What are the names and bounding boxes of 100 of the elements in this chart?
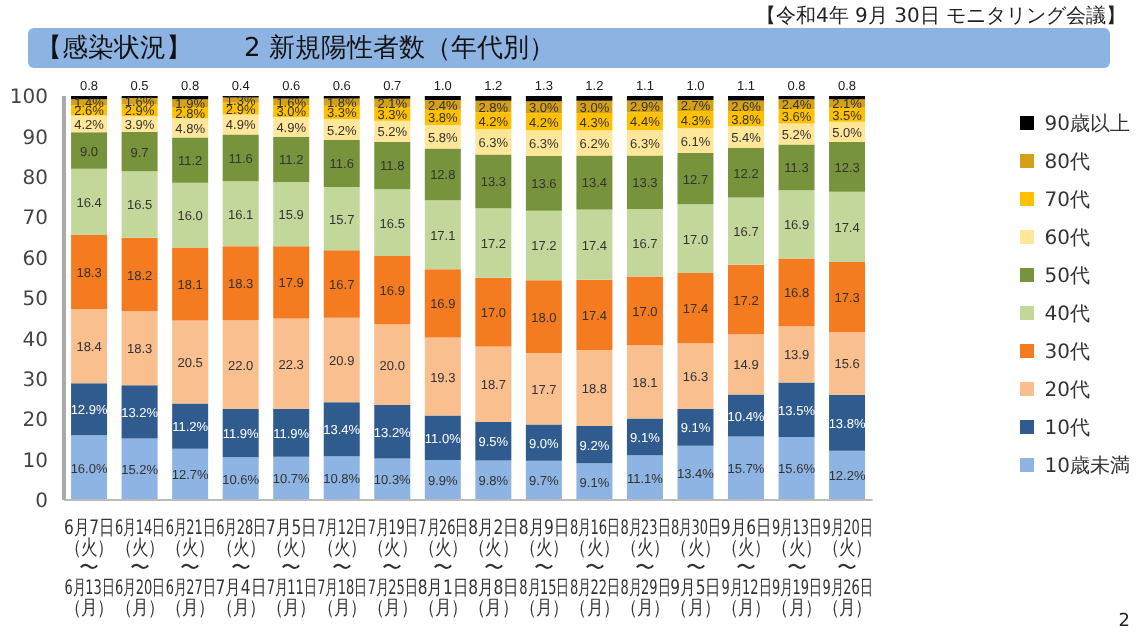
bar	[829, 142, 866, 192]
bar	[525, 352, 562, 425]
bar	[172, 182, 209, 248]
bar	[71, 383, 108, 436]
bar	[374, 255, 411, 325]
legend-label: 90歳以上	[1044, 111, 1130, 137]
x-tick-label: 6月21日（火）〜6月27日（月）	[165, 515, 216, 621]
bar	[222, 134, 259, 182]
bar	[424, 148, 461, 201]
bar	[71, 308, 108, 384]
y-tick-label: 100	[9, 87, 48, 110]
x-tick-label: 9月13日（火）〜9月19日（月）	[772, 515, 822, 621]
bar	[71, 234, 108, 309]
chart-title: 【感染状況】 2 新規陽性者数（年代別）	[36, 32, 555, 66]
bar	[323, 402, 360, 457]
bar	[475, 346, 512, 423]
bar	[728, 436, 765, 500]
bar	[626, 155, 663, 210]
legend-label: 10代	[1044, 415, 1090, 441]
bar	[71, 435, 108, 500]
legend-label: 70代	[1044, 187, 1090, 213]
bar	[172, 403, 209, 449]
bar	[121, 131, 158, 172]
bar	[323, 140, 360, 187]
text: 【令和4年 9月 30日 モニタリング会議】	[756, 3, 1126, 30]
bar	[222, 320, 259, 410]
bar	[374, 141, 411, 190]
legend-label: 40代	[1044, 301, 1090, 327]
y-tick-label: 0	[35, 491, 48, 514]
bar	[424, 269, 461, 338]
bar	[626, 276, 663, 346]
bar	[778, 382, 815, 437]
x-tick-label: 8月30日（火）〜9月5日（月）	[670, 515, 722, 621]
bar	[222, 246, 259, 321]
bar	[626, 209, 663, 277]
bar	[273, 246, 310, 319]
bar	[728, 264, 765, 335]
bar	[424, 200, 461, 270]
text: 2	[1118, 612, 1130, 632]
bar	[829, 394, 866, 451]
bar	[778, 258, 815, 327]
bar	[222, 409, 259, 458]
bar	[273, 408, 310, 457]
bar	[677, 152, 714, 205]
legend-label: 60代	[1044, 225, 1090, 251]
bar	[374, 324, 411, 406]
x-tick-label: 7月5日（火）〜7月11日（月）	[266, 518, 317, 621]
bar	[121, 171, 158, 238]
bar	[576, 350, 613, 427]
x-tick-label: 8月9日（火）〜8月15日（月）	[518, 518, 570, 621]
legend-label: 10歳未満	[1044, 453, 1130, 479]
y-tick-label: 50	[22, 289, 48, 312]
bar	[677, 343, 714, 410]
bar	[778, 144, 815, 191]
bar	[273, 318, 310, 409]
bar	[172, 137, 209, 183]
x-tick-label: 9月6日（火）〜9月12日（月）	[720, 518, 772, 621]
bar	[475, 154, 512, 209]
y-tick-label: 90	[22, 127, 48, 150]
bar	[778, 326, 815, 383]
x-tick-label: 8月23日（火）〜8月29日（月）	[620, 515, 670, 621]
bar	[525, 280, 562, 353]
bar	[424, 337, 461, 416]
bar	[121, 438, 158, 500]
bar	[677, 204, 714, 273]
bar	[576, 279, 613, 351]
bar	[323, 186, 360, 251]
x-tick-label: 8月2日（火）〜8月8日（月）	[468, 518, 519, 621]
x-tick-label: 6月28日（火）〜7月4日（月）	[215, 515, 267, 621]
bar	[576, 155, 613, 210]
bar	[323, 317, 360, 403]
bar	[273, 182, 310, 247]
bar	[829, 262, 866, 332]
bar	[829, 191, 866, 263]
bar	[374, 405, 411, 459]
y-tick-label: 10	[22, 450, 48, 473]
bar	[525, 96, 562, 102]
bar	[71, 168, 108, 235]
x-tick-label: 6月14日（火）〜6月20日（月）	[115, 515, 165, 621]
bar	[172, 320, 209, 404]
bar	[525, 155, 562, 211]
legend-label: 20代	[1044, 377, 1090, 403]
bar	[525, 210, 562, 281]
legend-label: 80代	[1044, 149, 1090, 175]
bar	[121, 385, 158, 439]
x-tick-label: 9月20日（火）〜9月26日（月）	[822, 515, 872, 621]
x-tick-label: 7月12日（火）〜7月18日（月）	[317, 515, 367, 621]
bar	[374, 189, 411, 256]
y-tick-label: 70	[22, 208, 48, 231]
y-tick-label: 40	[22, 329, 48, 352]
bar	[71, 132, 108, 169]
bar	[778, 190, 815, 259]
y-tick-label: 20	[22, 410, 48, 433]
y-tick-label: 80	[22, 167, 48, 190]
bar	[323, 250, 360, 318]
bar	[728, 148, 765, 198]
bar	[273, 136, 310, 183]
legend-label: 50代	[1044, 263, 1090, 289]
y-tick-label: 30	[22, 369, 48, 392]
bar	[728, 197, 765, 265]
